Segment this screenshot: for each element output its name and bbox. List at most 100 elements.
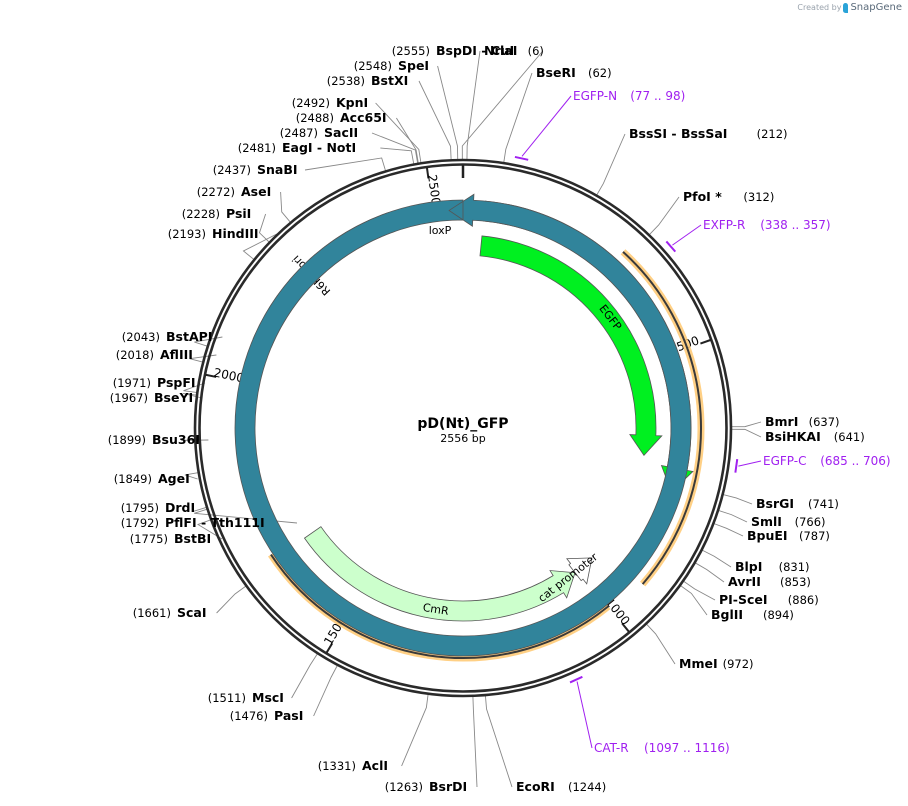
enzyme-site[interactable]: (1971) PspFI [113,375,196,390]
enzyme-site[interactable]: (1263) BsrDI [385,779,467,794]
enzyme-site[interactable]: SmlI (766) [751,514,826,529]
enzyme-name[interactable]: AclI [362,758,388,773]
enzyme-name[interactable]: SpeI [398,58,429,73]
orf-line[interactable] [622,251,702,585]
enzyme-site[interactable]: (2043) BstAPI [122,329,213,344]
enzyme-position: (972) [723,657,754,671]
orf-line[interactable] [270,553,609,659]
enzyme-name[interactable]: KpnI [336,95,368,110]
enzyme-name[interactable]: HindIII [212,226,259,241]
primer-mark[interactable] [569,675,583,684]
enzyme-name[interactable]: PflFI - Tth111I [165,515,265,530]
enzyme-name[interactable]: Acc65I [340,110,387,125]
enzyme-name[interactable]: AflIII [160,347,193,362]
enzyme-site[interactable]: BlpI (831) [735,559,810,574]
enzyme-name[interactable]: BmrI [765,414,798,429]
enzyme-name[interactable]: AvrII [728,574,761,589]
enzyme-site[interactable]: AvrII (853) [728,574,811,589]
enzyme-name[interactable]: ScaI [177,605,207,620]
enzyme-name[interactable]: DrdI [165,500,195,515]
enzyme-leader [216,585,247,614]
primer-name[interactable]: EGFP-N [573,89,617,103]
feature-cat-promoter[interactable] [566,557,593,585]
enzyme-site[interactable]: MmeI (972) [679,656,754,671]
enzyme-site[interactable]: (2488) Acc65I [296,110,387,125]
enzyme-name[interactable]: NruI [484,43,514,58]
enzyme-leader [184,472,199,480]
enzyme-site[interactable]: (2228) PsiI [182,206,252,221]
enzyme-site[interactable]: (2538) BstXI [327,73,408,88]
enzyme-name[interactable]: BseRI [536,65,576,80]
enzyme-name[interactable]: BsrGI [756,496,794,511]
enzyme-name[interactable]: EcoRI [516,779,555,794]
enzyme-site[interactable]: BssSI - BssSaI (212) [629,126,788,141]
feature-loxp[interactable] [234,193,692,657]
enzyme-site[interactable]: BsiHKAI (641) [765,429,865,444]
enzyme-name[interactable]: BstXI [371,73,408,88]
enzyme-site[interactable]: (1476) PasI [230,708,304,723]
enzyme-site[interactable]: PI-SceI (886) [719,592,819,607]
enzyme-name[interactable]: AgeI [158,471,190,486]
enzyme-name[interactable]: BlpI [735,559,762,574]
enzyme-name[interactable]: BsrDI [429,779,467,794]
enzyme-name[interactable]: PfoI * [683,189,722,204]
enzyme-site[interactable]: BglII (894) [711,607,794,622]
enzyme-site[interactable]: BseRI (62) [536,65,612,80]
enzyme-name[interactable]: PsiI [226,206,251,221]
enzyme-site[interactable]: (2193) HindIII [168,226,259,241]
primer-mark[interactable] [514,155,529,161]
enzyme-name[interactable]: MscI [252,690,284,705]
enzyme-name[interactable]: BglII [711,607,743,622]
enzyme-name[interactable]: SmlI [751,514,782,529]
enzyme-site[interactable]: BpuEI (787) [747,528,830,543]
enzyme-name[interactable]: MmeI [679,656,718,671]
primer-mark[interactable] [734,459,739,473]
enzyme-name[interactable]: SnaBI [257,162,298,177]
enzyme-name[interactable]: EagI - NotI [282,140,356,155]
enzyme-name[interactable]: PI-SceI [719,592,768,607]
enzyme-site[interactable]: (2481) EagI - NotI [238,140,356,155]
enzyme-name[interactable]: PasI [274,708,303,723]
enzyme-name[interactable]: AseI [241,184,271,199]
feature-cmr[interactable] [303,526,576,622]
enzyme-name[interactable]: SacII [324,125,358,140]
enzyme-name[interactable]: PspFI [157,375,196,390]
enzyme-site[interactable]: PfoI * (312) [683,189,774,204]
enzyme-site[interactable]: (1511) MscI [208,690,284,705]
enzyme-site[interactable]: (1967) BseYI [110,390,193,405]
enzyme-name[interactable]: BstBI [174,531,211,546]
enzyme-site[interactable]: BsrGI (741) [756,496,839,511]
enzyme-name[interactable]: BpuEI [747,528,788,543]
enzyme-site[interactable]: (1775) BstBI [130,531,211,546]
enzyme-name[interactable]: BsiHKAI [765,429,821,444]
enzyme-site[interactable]: (2272) AseI [197,184,272,199]
enzyme-site[interactable]: (2492) KpnI [292,95,368,110]
enzyme-site[interactable]: (1661) ScaI [133,605,207,620]
tick-mark [425,167,430,179]
primer-name[interactable]: CAT-R [594,741,629,755]
enzyme-name[interactable]: BspDI - ClaI [436,43,517,58]
enzyme-name[interactable]: BstAPI [166,329,212,344]
enzyme-name[interactable]: BseYI [154,390,193,405]
enzyme-site[interactable]: NruI (6) [484,43,544,58]
enzyme-leader [380,147,415,165]
primer-mark[interactable] [665,240,677,253]
primer-name[interactable]: EGFP-C [763,454,806,468]
enzyme-site[interactable]: (1849) AgeI [114,471,190,486]
enzyme-site[interactable]: EcoRI (1244) [516,779,606,794]
enzyme-site[interactable]: (1795) DrdI [121,500,195,515]
enzyme-name[interactable]: Bsu36I [152,432,200,447]
enzyme-name[interactable]: BssSI - BssSaI [629,126,727,141]
primer-name[interactable]: EXFP-R [703,218,745,232]
enzyme-site[interactable]: (2437) SnaBI [213,162,298,177]
enzyme-site[interactable]: (2018) AflIII [116,347,193,362]
enzyme-site[interactable]: BmrI (637) [765,414,840,429]
enzyme-site[interactable]: (1899) Bsu36I [108,432,200,447]
enzyme-site[interactable]: (1792) PflFI - Tth111I [121,515,265,530]
enzyme-site[interactable]: (2548) SpeI [354,58,429,73]
feature-egfp[interactable] [479,235,663,456]
enzyme-site[interactable]: (2487) SacII [280,125,358,140]
enzyme-site[interactable]: (2555) BspDI - ClaI [392,43,518,58]
enzyme-leader [503,72,533,164]
enzyme-site[interactable]: (1331) AclI [318,758,388,773]
